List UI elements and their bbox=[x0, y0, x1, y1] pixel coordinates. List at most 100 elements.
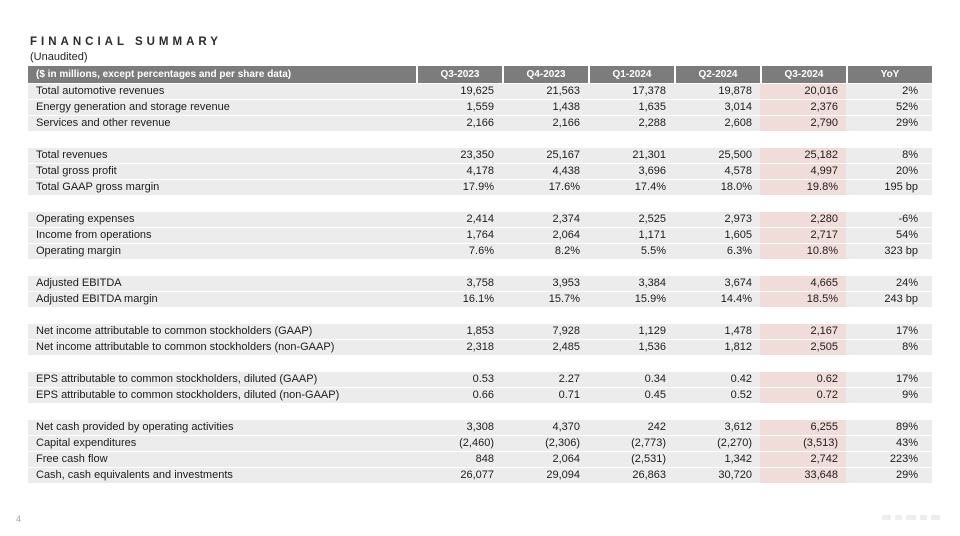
value-cell: 2,608 bbox=[674, 116, 760, 131]
value-cell: 0.34 bbox=[588, 372, 674, 387]
value-cell: 25,182 bbox=[760, 148, 846, 163]
table-row: Operating expenses 2,414 2,374 2,525 2,973 2,… bbox=[28, 212, 932, 227]
value-cell: 1,129 bbox=[588, 324, 674, 339]
value-cell: 25,167 bbox=[502, 148, 588, 163]
table-row: Net income attributable to common stockh… bbox=[28, 324, 932, 339]
table-row: Cash, cash equivalents and investments 26… bbox=[28, 468, 932, 483]
table-header-label: ($ in millions, except percentages and p… bbox=[28, 66, 416, 83]
value-cell: 2.27 bbox=[502, 372, 588, 387]
footer-watermark-icon bbox=[882, 515, 940, 520]
yoy-cell: -6% bbox=[846, 212, 932, 227]
value-cell: 3,758 bbox=[416, 276, 502, 291]
value-cell: 4,438 bbox=[502, 164, 588, 179]
table-row: Total revenues 23,350 25,167 21,301 25,500 25… bbox=[28, 148, 932, 163]
value-cell: 18.5% bbox=[760, 292, 846, 307]
row-label: Net income attributable to common stockh… bbox=[28, 324, 416, 339]
value-cell: 14.4% bbox=[674, 292, 760, 307]
value-cell: 19,878 bbox=[674, 84, 760, 99]
value-cell: 1,635 bbox=[588, 100, 674, 115]
value-cell: 21,301 bbox=[588, 148, 674, 163]
table-row: EPS attributable to common stockholders,… bbox=[28, 388, 932, 403]
yoy-cell: 9% bbox=[846, 388, 932, 403]
value-cell: 20,016 bbox=[760, 84, 846, 99]
value-cell: 3,953 bbox=[502, 276, 588, 291]
yoy-cell: 52% bbox=[846, 100, 932, 115]
section-spacer bbox=[28, 308, 932, 324]
value-cell: 2,414 bbox=[416, 212, 502, 227]
yoy-cell: 54% bbox=[846, 228, 932, 243]
value-cell: 6,255 bbox=[760, 420, 846, 435]
value-cell: 2,064 bbox=[502, 452, 588, 467]
table-row: EPS attributable to common stockholders,… bbox=[28, 372, 932, 387]
yoy-cell: 24% bbox=[846, 276, 932, 291]
row-label: EPS attributable to common stockholders,… bbox=[28, 372, 416, 387]
value-cell: 15.7% bbox=[502, 292, 588, 307]
table-row: Net income attributable to common stockh… bbox=[28, 340, 932, 355]
section-spacer bbox=[28, 260, 932, 276]
value-cell: 4,370 bbox=[502, 420, 588, 435]
value-cell: 1,171 bbox=[588, 228, 674, 243]
table-row: Net cash provided by operating activitie… bbox=[28, 420, 932, 435]
value-cell: 2,376 bbox=[760, 100, 846, 115]
table-row: Adjusted EBITDA 3,758 3,953 3,384 3,674 4,665… bbox=[28, 276, 932, 291]
table-row: Services and other revenue 2,166 2,166 2,28… bbox=[28, 116, 932, 131]
value-cell: 2,280 bbox=[760, 212, 846, 227]
value-cell: 3,674 bbox=[674, 276, 760, 291]
value-cell: (2,270) bbox=[674, 436, 760, 451]
row-label: Capital expenditures bbox=[28, 436, 416, 451]
value-cell: 3,384 bbox=[588, 276, 674, 291]
row-label: Adjusted EBITDA bbox=[28, 276, 416, 291]
value-cell: 23,350 bbox=[416, 148, 502, 163]
section-spacer bbox=[28, 404, 932, 420]
value-cell: 7,928 bbox=[502, 324, 588, 339]
value-cell: 17.6% bbox=[502, 180, 588, 195]
value-cell: 0.72 bbox=[760, 388, 846, 403]
yoy-cell: 323 bp bbox=[846, 244, 932, 259]
column-header-q2-2024: Q2-2024 bbox=[676, 66, 760, 83]
yoy-cell: 17% bbox=[846, 324, 932, 339]
row-label: Operating expenses bbox=[28, 212, 416, 227]
page-number: 4 bbox=[16, 514, 22, 524]
value-cell: 0.71 bbox=[502, 388, 588, 403]
financial-table: ($ in millions, except percentages and p… bbox=[28, 66, 932, 484]
value-cell: 33,648 bbox=[760, 468, 846, 483]
row-label: Net income attributable to common stockh… bbox=[28, 340, 416, 355]
value-cell: 29,094 bbox=[502, 468, 588, 483]
row-label: Adjusted EBITDA margin bbox=[28, 292, 416, 307]
column-header-q1-2024: Q1-2024 bbox=[590, 66, 674, 83]
value-cell: 19.8% bbox=[760, 180, 846, 195]
value-cell: 26,863 bbox=[588, 468, 674, 483]
value-cell: 1,812 bbox=[674, 340, 760, 355]
value-cell: 0.42 bbox=[674, 372, 760, 387]
yoy-cell: 89% bbox=[846, 420, 932, 435]
value-cell: 2,166 bbox=[416, 116, 502, 131]
value-cell: 3,014 bbox=[674, 100, 760, 115]
yoy-cell: 29% bbox=[846, 468, 932, 483]
value-cell: 1,559 bbox=[416, 100, 502, 115]
yoy-cell: 8% bbox=[846, 148, 932, 163]
section-spacer bbox=[28, 356, 932, 372]
value-cell: 4,665 bbox=[760, 276, 846, 291]
value-cell: 1,478 bbox=[674, 324, 760, 339]
column-header-yoy: YoY bbox=[848, 66, 932, 83]
value-cell: 2,973 bbox=[674, 212, 760, 227]
yoy-cell: 20% bbox=[846, 164, 932, 179]
value-cell: 0.52 bbox=[674, 388, 760, 403]
value-cell: 3,612 bbox=[674, 420, 760, 435]
value-cell: 21,563 bbox=[502, 84, 588, 99]
value-cell: 4,178 bbox=[416, 164, 502, 179]
value-cell: 2,742 bbox=[760, 452, 846, 467]
value-cell: 1,764 bbox=[416, 228, 502, 243]
row-label: EPS attributable to common stockholders,… bbox=[28, 388, 416, 403]
value-cell: 2,064 bbox=[502, 228, 588, 243]
row-label: Services and other revenue bbox=[28, 116, 416, 131]
yoy-cell: 17% bbox=[846, 372, 932, 387]
table-row: Capital expenditures (2,460) (2,306) (2,773… bbox=[28, 436, 932, 451]
value-cell: 17,378 bbox=[588, 84, 674, 99]
value-cell: 5.5% bbox=[588, 244, 674, 259]
yoy-cell: 8% bbox=[846, 340, 932, 355]
yoy-cell: 43% bbox=[846, 436, 932, 451]
value-cell: 2,318 bbox=[416, 340, 502, 355]
value-cell: 2,288 bbox=[588, 116, 674, 131]
